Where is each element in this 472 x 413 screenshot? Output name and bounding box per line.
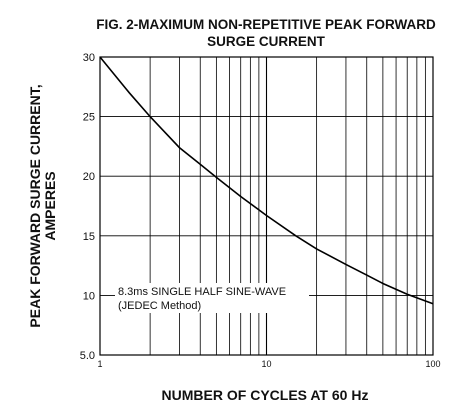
- y-tick-label: 25: [83, 112, 95, 124]
- x-tick-label: 1: [97, 359, 102, 369]
- y-tick-label: 10: [83, 290, 95, 302]
- plot-frame: [99, 56, 434, 356]
- tick-labels: 5.0 10 15 20 25 30 1 10 100: [80, 52, 441, 369]
- y-axis-title-line2: AMPERES: [42, 171, 58, 240]
- surge-current-curve: [99, 56, 434, 305]
- y-tick-label: 15: [83, 231, 95, 243]
- x-axis-title: NUMBER OF CYCLES AT 60 Hz: [162, 387, 369, 403]
- y-axis-title-line1: PEAK FORWARD SURGE CURRENT,: [27, 84, 43, 327]
- y-tick-label: 30: [83, 52, 95, 64]
- annotation-background: [115, 283, 309, 313]
- x-tick-label: 10: [261, 359, 271, 369]
- y-tick-label: 20: [83, 171, 95, 183]
- annotation-line2: (JEDEC Method): [118, 300, 201, 312]
- annotation-line1: 8.3ms SINGLE HALF SINE-WAVE: [118, 286, 286, 298]
- x-tick-label: 100: [425, 359, 440, 369]
- chart-title-line2: SURGE CURRENT: [207, 34, 326, 49]
- y-tick-label: 5.0: [80, 350, 95, 362]
- chart-title-line1: FIG. 2-MAXIMUM NON-REPETITIVE PEAK FORWA…: [96, 17, 436, 32]
